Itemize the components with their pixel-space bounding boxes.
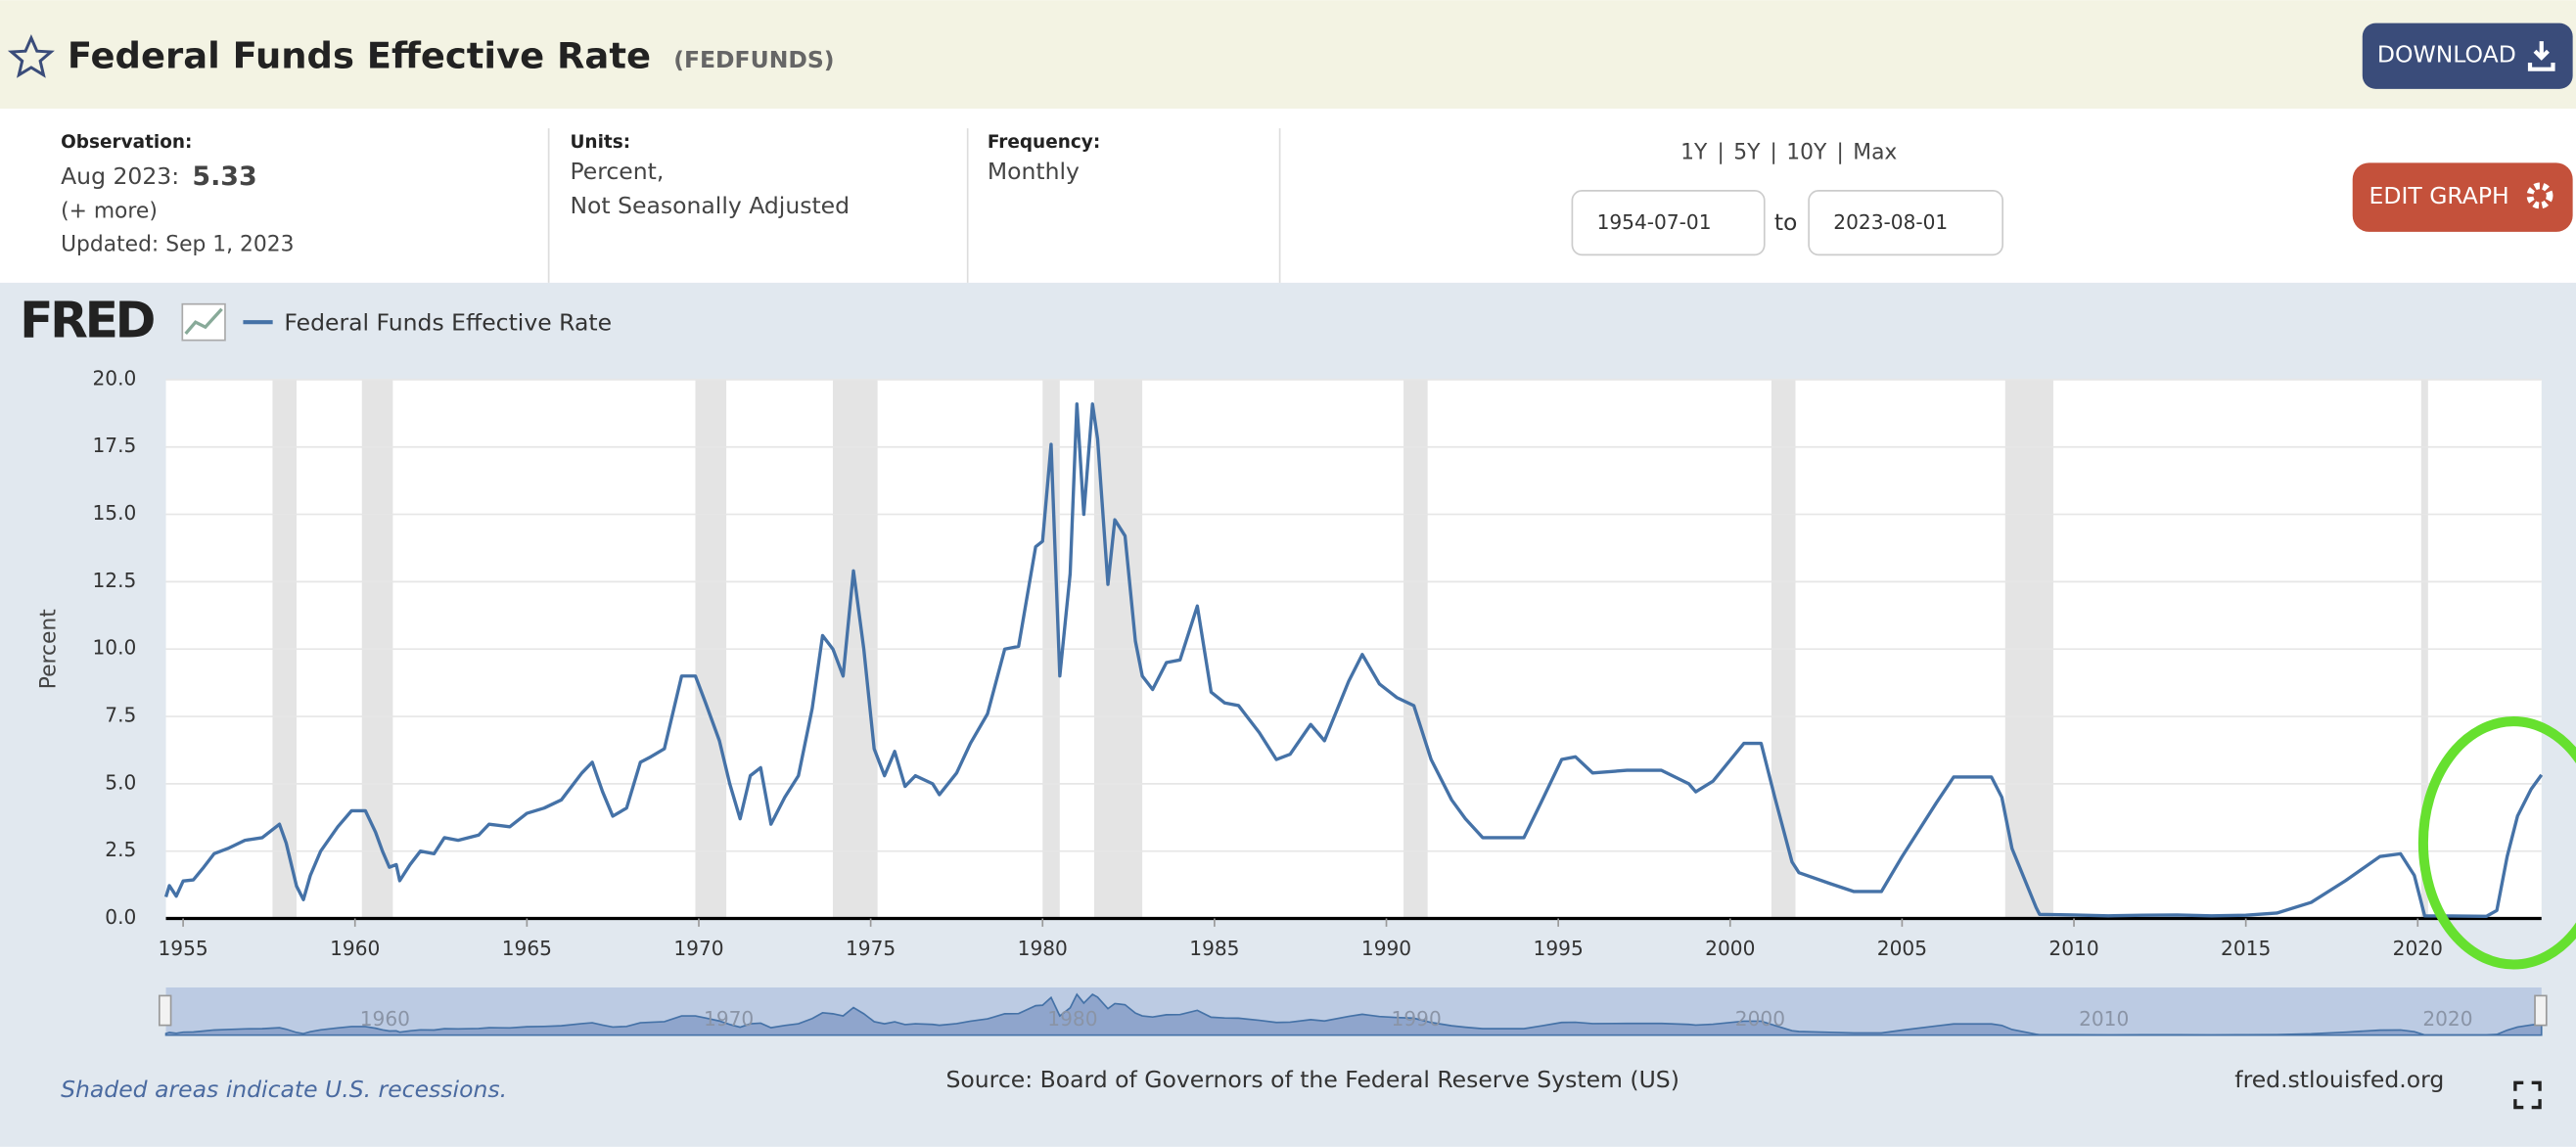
download-button[interactable]: DOWNLOAD [2362,23,2573,89]
more-link[interactable]: (+ more) [61,200,158,224]
source: Source: Board of Governors of the Federa… [945,1066,1679,1093]
range-links: 1Y | 5Y | 10Y | Max [1680,140,1897,164]
download-bg[interactable] [2362,23,2573,89]
logo-icon [181,302,226,342]
highlight-circle [2417,716,2576,970]
x-tick-label: 1975 [846,937,896,960]
series-id: (FEDFUNDS) [673,46,834,73]
navigator-content: 1960 1970 1980 1990 2000 2010 2020 [164,992,2543,1036]
favorite-star[interactable] [7,34,55,78]
frequency-label: Frequency: [988,132,1100,153]
y-tick-label: 15.0 [93,501,137,525]
end-date-box[interactable] [1808,190,2004,256]
meta-bar [0,108,2576,283]
edit-label[interactable]: EDIT GRAPH [2369,182,2509,209]
range-sep: | [1771,140,1777,164]
nav-tick-label: 2020 [2422,1007,2472,1031]
y-tick-label: 5.0 [105,770,136,794]
edit-graph-button[interactable]: EDIT GRAPH [2352,162,2573,232]
y-axis-label: Percent [36,609,61,690]
range-link[interactable]: 1Y [1680,140,1708,164]
x-tick-label: 2010 [2048,937,2098,960]
y-tick-label: 0.0 [105,905,136,929]
y-tick-label: 2.5 [105,838,136,861]
grid [165,379,2542,927]
nav-tick-label: 1980 [1047,1007,1097,1031]
y-tick-label: 10.0 [93,636,137,660]
updated: Updated: Sep 1, 2023 [61,232,294,256]
x-tick-label: 2005 [1877,937,1927,960]
logo-line [184,307,223,336]
frequency: Monthly [988,158,1080,185]
y-tick-label: 12.5 [93,569,137,592]
range-link[interactable]: 10Y [1786,140,1827,164]
recession-note: Shaded areas indicate U.S. recessions. [61,1076,507,1103]
series-line [163,402,2544,918]
units-2: Not Seasonally Adjusted [570,192,850,219]
x-tick-label: 2020 [2393,937,2443,960]
range-sep: | [1717,140,1724,164]
nav-tick-label: 1990 [1392,1007,1442,1031]
site[interactable]: fred.stlouisfed.org [2234,1066,2444,1093]
x-tick-label: 1955 [158,937,207,960]
nav-tick-label: 2000 [1735,1007,1785,1031]
to-label: to [1774,208,1798,236]
obs-label: Observation: [61,132,192,153]
title: Federal Funds Effective Rate [68,34,651,76]
legend-label: Federal Funds Effective Rate [284,308,612,336]
x-tick-label: 1970 [673,937,723,960]
x-tick-label: 1980 [1018,937,1068,960]
y-tick-label: 17.5 [93,434,137,457]
nav-handle[interactable] [158,994,172,1027]
edit-bg[interactable] [2352,162,2573,232]
nav-tick-label: 1960 [360,1007,410,1031]
nav-handle[interactable] [2534,994,2548,1027]
y-tick-label: 20.0 [93,366,137,390]
gear-icon [2526,182,2553,209]
download-label[interactable]: DOWNLOAD [2377,41,2516,69]
obs-value: 5.33 [192,161,256,192]
range-sep: | [1836,140,1843,164]
fullscreen-icon[interactable] [2513,1080,2542,1110]
nav-tick-label: 2010 [2079,1007,2129,1031]
x-tick-label: 1990 [1361,937,1411,960]
x-tick-label: 1965 [502,937,552,960]
download-icon [2527,41,2555,71]
navigator-area [164,992,2543,1036]
series-lines [163,402,2544,918]
y-tick-label: 7.5 [105,704,136,727]
units-label: Units: [570,132,630,153]
end-date[interactable]: 2023-08-01 [1833,210,1948,234]
obs-date: Aug 2023: [61,162,179,190]
header-bar [0,0,2576,109]
x-tick-label: 2000 [1705,937,1755,960]
nav-tick-label: 1970 [704,1007,754,1031]
x-tick-label: 2015 [2221,937,2271,960]
units: Percent, [570,158,664,185]
fred-logo: FRED [20,291,154,348]
start-date[interactable]: 1954-07-01 [1597,210,1712,234]
x-tick-label: 1995 [1534,937,1584,960]
range-link[interactable]: Max [1853,140,1897,164]
start-date-box[interactable] [1571,190,1766,256]
x-tick-label: 1985 [1189,937,1239,960]
range-link[interactable]: 5Y [1733,140,1761,164]
x-tick-label: 1960 [330,937,380,960]
